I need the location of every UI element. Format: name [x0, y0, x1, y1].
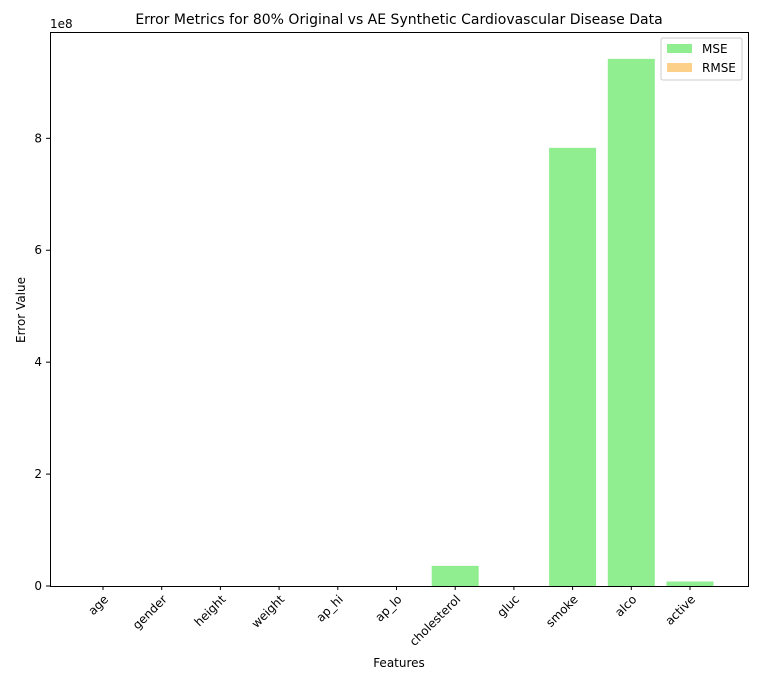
- bar-mse-active: [666, 581, 714, 586]
- legend-swatch-rmse: [667, 63, 692, 72]
- bar-mse-smoke: [549, 147, 597, 586]
- x-tick-label-weight: weight: [249, 592, 288, 631]
- x-tick-label-gluc: gluc: [494, 592, 522, 620]
- x-tick-label-age: age: [85, 592, 111, 618]
- x-tick-label-ap_lo: ap_lo: [372, 592, 404, 624]
- legend-swatch-mse: [667, 44, 692, 53]
- y-tick-label: 0: [34, 579, 42, 593]
- x-tick-label-smoke: smoke: [543, 592, 581, 630]
- plot-area: [50, 32, 749, 587]
- x-tick-label-ap_hi: ap_hi: [313, 592, 345, 624]
- x-tick-label-cholesterol: cholesterol: [407, 592, 464, 649]
- x-axis-title: Features: [373, 656, 425, 670]
- bar-mse-alco: [607, 58, 655, 587]
- y-axis-title: Error Value: [14, 277, 28, 343]
- y-tick-label: 2: [34, 467, 42, 481]
- legend-label-rmse: RMSE: [702, 61, 736, 75]
- y-axis-offset-label: 1e8: [50, 17, 73, 31]
- x-tick-label-gender: gender: [130, 592, 170, 632]
- x-tick-label-height: height: [192, 592, 229, 629]
- y-tick-label: 6: [34, 243, 42, 257]
- chart-title: Error Metrics for 80% Original vs AE Syn…: [135, 12, 662, 28]
- x-axis: age gender height weight ap_hi ap_lo cholester…: [85, 586, 698, 649]
- legend-label-mse: MSE: [702, 42, 728, 56]
- x-tick-label-active: active: [662, 592, 698, 628]
- y-axis: 0 2 4 6 8: [34, 131, 50, 593]
- y-tick-label: 8: [34, 131, 42, 145]
- legend: MSE RMSE: [660, 37, 743, 81]
- x-tick-label-alco: alco: [612, 592, 639, 619]
- bars-layer: [431, 58, 714, 587]
- bar-mse-cholesterol: [431, 565, 479, 586]
- y-tick-label: 4: [34, 355, 42, 369]
